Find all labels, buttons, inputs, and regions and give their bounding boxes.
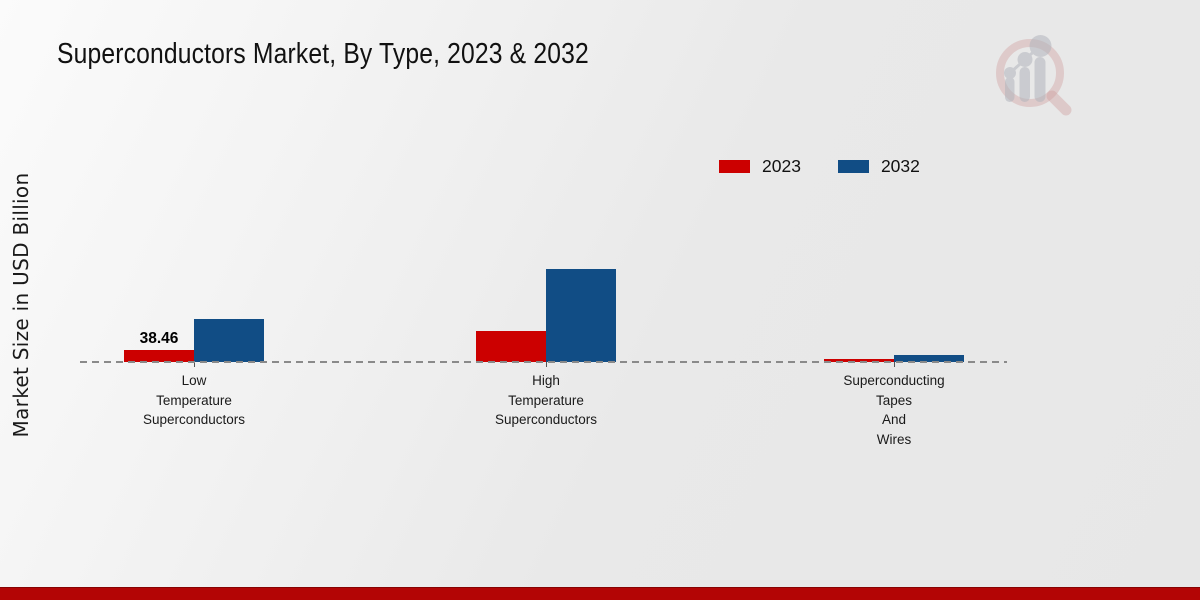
legend-swatch-2032 (837, 160, 869, 173)
axis-tick-low-temperature (193, 362, 195, 367)
footer-red-stripe (0, 587, 1200, 600)
bar-group-low-temperature-superconductors (124, 318, 264, 362)
legend-item-2023: 2023 (719, 156, 801, 177)
bar-2032-superconducting-tapes-and-wires (894, 354, 964, 362)
legend-item-2032: 2032 (837, 156, 920, 177)
bar-2032-low-temperature-superconductors (194, 318, 264, 362)
y-axis-label: Market Size in USD Billion (9, 172, 33, 438)
data-label-low-temperature-2023: 38.46 (139, 330, 179, 347)
baseline-dashed-line (80, 360, 1007, 363)
legend-label-2023: 2023 (762, 156, 801, 176)
bar-2032-high-temperature-superconductors (546, 268, 616, 362)
legend-swatch-2023 (719, 160, 750, 173)
bar-2023-low-temperature-superconductors (124, 349, 194, 362)
category-label-superconducting-tapes-and-wires: Superconducting Tapes And Wires (843, 373, 945, 447)
legend-label-2032: 2032 (880, 156, 920, 176)
category-label-low-temperature-superconductors: Low Temperature Superconductors (142, 373, 246, 427)
bar-group-high-temperature-superconductors (476, 268, 616, 362)
magnifier-barchart-watermark-icon (996, 35, 1072, 116)
axis-tick-tapes-and-wires (893, 362, 895, 367)
axis-tick-high-temperature (545, 362, 547, 367)
category-label-high-temperature-superconductors: High Temperature Superconductors (494, 373, 598, 427)
legend: 2023 2032 (719, 156, 920, 177)
bar-2023-high-temperature-superconductors (476, 331, 546, 362)
chart-title: Superconductors Market, By Type, 2023 & … (57, 38, 589, 70)
